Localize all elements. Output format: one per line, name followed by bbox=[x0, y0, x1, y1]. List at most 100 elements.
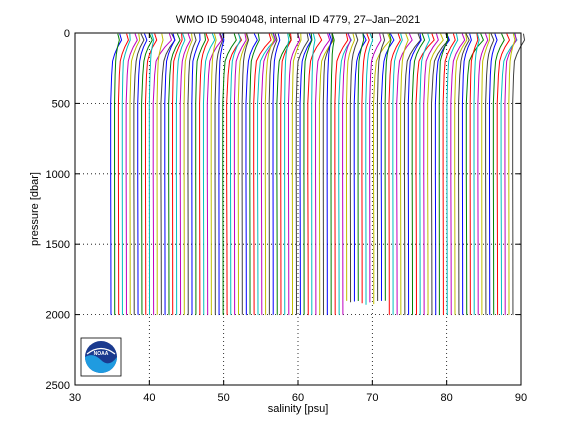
profile-line bbox=[137, 33, 148, 316]
x-tick-label: 40 bbox=[143, 392, 155, 404]
x-axis-label: salinity [psu] bbox=[268, 403, 329, 415]
profile-line bbox=[117, 33, 129, 316]
profile-line bbox=[287, 33, 301, 316]
profile-line bbox=[264, 33, 275, 316]
profile-line bbox=[376, 33, 386, 301]
profile-line bbox=[400, 33, 409, 316]
profile-line bbox=[315, 33, 331, 316]
profile-line bbox=[496, 33, 511, 316]
profile-line bbox=[342, 33, 352, 316]
profile-line bbox=[373, 33, 391, 305]
y-tick-label: 500 bbox=[52, 98, 70, 110]
profile-line bbox=[245, 33, 258, 316]
profile-line bbox=[249, 33, 260, 315]
profile-line bbox=[349, 33, 359, 303]
chart-title: WMO ID 5904048, internal ID 4779, 27–Jan… bbox=[176, 14, 421, 26]
profile-line bbox=[488, 33, 498, 316]
data-layer bbox=[110, 33, 526, 316]
profile-line bbox=[291, 33, 302, 316]
profile-line bbox=[276, 33, 292, 316]
profile-line bbox=[114, 33, 120, 316]
profile-line bbox=[164, 33, 176, 316]
profile-line bbox=[214, 33, 224, 316]
profile-line bbox=[508, 33, 516, 316]
profile-line bbox=[411, 33, 426, 316]
profile-line bbox=[330, 33, 335, 316]
x-tick-label: 50 bbox=[218, 392, 230, 404]
profile-line bbox=[156, 33, 164, 316]
profile-line bbox=[461, 33, 472, 316]
profile-line bbox=[469, 33, 479, 316]
profile-line bbox=[326, 33, 332, 316]
profile-line bbox=[172, 33, 183, 316]
profile-line bbox=[338, 33, 352, 316]
profile-line bbox=[388, 33, 401, 316]
y-tick-label: 1500 bbox=[46, 239, 70, 251]
noaa-logo-text: NOAA bbox=[94, 351, 109, 357]
profile-line bbox=[450, 33, 466, 316]
profile-line bbox=[403, 33, 422, 316]
profile-line bbox=[241, 33, 250, 315]
profile-line bbox=[233, 33, 247, 316]
profile-line bbox=[179, 33, 192, 316]
profile-line bbox=[133, 33, 145, 316]
profile-line bbox=[175, 33, 186, 316]
profile-line bbox=[380, 33, 395, 301]
profile-line bbox=[485, 33, 495, 316]
profile-line bbox=[396, 33, 413, 316]
profile-line bbox=[500, 33, 518, 316]
profile-line bbox=[222, 33, 237, 316]
profile-line bbox=[183, 33, 193, 316]
profile-line bbox=[199, 33, 209, 316]
tick-layer: 30 40 50 60 70 80 90 0 500 1000 1500 2000 2500 bbox=[46, 28, 528, 404]
profile-line bbox=[141, 33, 153, 316]
profile-line bbox=[148, 33, 155, 316]
profile-line bbox=[334, 33, 349, 316]
profile-line bbox=[237, 33, 249, 316]
profile-line bbox=[191, 33, 201, 316]
profile-line bbox=[152, 33, 173, 316]
profile-line bbox=[160, 33, 176, 316]
profile-line bbox=[129, 33, 141, 315]
profile-line bbox=[125, 33, 138, 316]
profile-line bbox=[257, 33, 276, 316]
profile-line bbox=[202, 33, 216, 316]
profile-line bbox=[477, 33, 489, 316]
profile-line bbox=[284, 33, 290, 316]
profile-line bbox=[345, 33, 356, 301]
profile-line bbox=[303, 33, 313, 316]
profile-line bbox=[218, 33, 225, 316]
profile-line bbox=[121, 33, 131, 316]
profile-line bbox=[357, 33, 365, 302]
y-axis-label: pressure [dbar] bbox=[29, 172, 41, 246]
y-tick-label: 1000 bbox=[46, 169, 70, 181]
profile-line bbox=[295, 33, 309, 316]
noaa-logo: NOAA bbox=[80, 337, 122, 377]
x-tick-label: 30 bbox=[69, 392, 81, 404]
profile-line bbox=[318, 33, 335, 316]
x-tick-label: 70 bbox=[366, 392, 378, 404]
profile-line bbox=[481, 33, 490, 316]
x-tick-label: 60 bbox=[292, 392, 304, 404]
profile-line bbox=[392, 33, 403, 316]
profile-line bbox=[458, 33, 470, 316]
profile-line bbox=[361, 33, 370, 304]
profile-line bbox=[210, 33, 217, 316]
profile-line bbox=[442, 33, 456, 316]
profile-line bbox=[230, 33, 241, 316]
profile-line bbox=[226, 33, 243, 316]
profile-line bbox=[438, 33, 449, 316]
profile-line bbox=[365, 33, 374, 305]
y-tick-label: 0 bbox=[64, 28, 70, 40]
y-tick-label: 2000 bbox=[46, 310, 70, 322]
y-tick-label: 2500 bbox=[46, 380, 70, 392]
profile-line bbox=[307, 33, 323, 316]
profile-line bbox=[369, 33, 382, 303]
profile-line bbox=[446, 33, 459, 316]
profile-line bbox=[431, 33, 450, 316]
profile-line bbox=[423, 33, 439, 316]
profile-line bbox=[299, 33, 313, 316]
profile-line bbox=[206, 33, 223, 316]
